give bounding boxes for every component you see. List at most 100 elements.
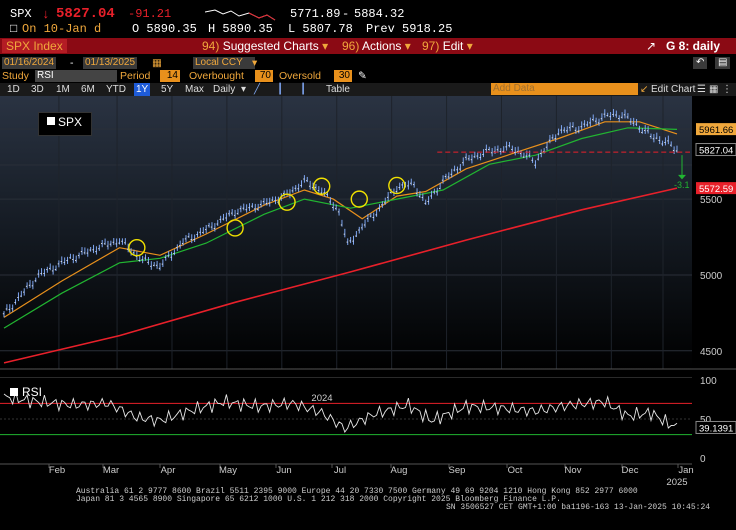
start-date-input[interactable]: 01/16/2024 xyxy=(2,57,57,69)
undo-icon[interactable]: ↶ xyxy=(693,57,708,69)
last-value-box xyxy=(696,182,736,195)
rsi-series-line xyxy=(3,390,678,433)
high-price: H 5890.35 xyxy=(208,22,273,36)
table-button[interactable]: Table xyxy=(326,84,350,95)
period-ytd[interactable]: YTD xyxy=(106,84,126,95)
chart-grid-icon[interactable]: ▦ xyxy=(709,84,719,95)
y-tick-label: 5500 xyxy=(700,195,723,206)
add-data-input[interactable]: Add Data xyxy=(491,83,638,95)
edit-chart-icon[interactable]: ↙ xyxy=(640,84,649,95)
time-axis: Feb Mar Apr May Jun Jul Aug Sep Oct Nov Dec Jan 2024… xyxy=(0,393,694,488)
price-bars xyxy=(2,109,678,318)
last-value-labels: 5961.66 5827.04 5572.59 xyxy=(695,123,736,195)
more-icon[interactable]: ⋮ xyxy=(722,84,732,95)
legend-label: SPX xyxy=(58,115,83,129)
currency-dropdown-icon[interactable]: ▾ xyxy=(252,57,258,69)
edit-menu[interactable]: 97) Edit ▾ xyxy=(422,39,473,53)
expand-icon[interactable]: ↗ xyxy=(646,39,657,53)
last-value-box xyxy=(695,143,736,157)
ticker: SPX xyxy=(10,7,32,21)
sparkline xyxy=(205,9,276,21)
overbought-input[interactable]: 70 xyxy=(255,70,273,82)
calendar-icon[interactable]: ▦ xyxy=(152,57,162,69)
study-row: Study RSI Period 14 Overbought 70 Overso… xyxy=(0,70,736,84)
drawdown-label: -3.1 xyxy=(674,180,690,190)
rsi-tick-label: 100 xyxy=(700,376,717,387)
period-input[interactable]: 14 xyxy=(160,70,180,82)
overbought-label: Overbought xyxy=(189,70,244,82)
rsi-last-box xyxy=(695,420,736,434)
footer: Australia 61 2 9777 8600 Brazil 5511 239… xyxy=(0,486,736,530)
low-price: L 5807.78 xyxy=(288,22,353,36)
prev-close: Prev 5918.25 xyxy=(366,22,453,36)
pencil-icon[interactable]: ✎ xyxy=(358,70,367,82)
range-high: 5884.32 xyxy=(354,7,405,21)
edit-chart-button[interactable]: Edit Chart xyxy=(651,84,696,95)
y-tick-label: 5000 xyxy=(700,271,723,282)
year-label: 2025 xyxy=(666,477,687,488)
legend-label: RSI xyxy=(22,385,43,399)
price-panel-bg xyxy=(0,96,692,369)
date-range-row: 01/16/2024 - 01/13/2025 ▦ Local CCY ▾ ↶ … xyxy=(0,56,736,70)
last-value-label: 5827.04 xyxy=(699,146,733,157)
price-axis: 4500 5000 5500 xyxy=(700,195,723,358)
highlight-circle xyxy=(350,190,368,208)
period-label: Period xyxy=(120,70,151,82)
x-tick-label: Dec xyxy=(622,465,639,476)
oversold-label: Oversold xyxy=(279,70,322,82)
legend-swatch xyxy=(10,388,18,396)
quote-date: On 10-Jan d xyxy=(22,22,102,36)
ma-line-ma50 xyxy=(3,127,678,329)
ma-line-ma20 xyxy=(3,121,678,318)
highlight-circle xyxy=(388,176,406,195)
currency-select[interactable]: Local CCY xyxy=(193,57,255,69)
study-label: Study xyxy=(2,70,29,82)
end-date-input[interactable]: 01/13/2025 xyxy=(83,57,138,69)
moving-averages xyxy=(3,121,678,364)
x-tick-label: Mar xyxy=(103,465,119,476)
study-select[interactable]: RSI xyxy=(35,70,117,82)
legend-rsi[interactable]: RSI xyxy=(10,385,50,399)
actions-menu[interactable]: 96) Actions ▾ xyxy=(342,39,411,53)
period-max[interactable]: Max xyxy=(185,84,204,95)
x-tick-label: Apr xyxy=(161,465,176,476)
range-low: 5771.89 xyxy=(290,7,341,21)
oversold-input[interactable]: 30 xyxy=(334,70,352,82)
chart-options-icon[interactable]: ☰ xyxy=(697,84,706,95)
x-tick-label: May xyxy=(219,465,237,476)
security-field[interactable]: SPX Index xyxy=(2,39,67,53)
rsi-panel-bg xyxy=(0,378,692,464)
last-value-box xyxy=(696,123,736,136)
rsi-axis: 0 50 100 39.1391 xyxy=(695,376,736,465)
period-3d[interactable]: 3D xyxy=(31,84,44,95)
rsi-tick-label: 50 xyxy=(700,415,712,426)
view-label: G 8: daily xyxy=(666,39,721,53)
chart-type-candle-icon[interactable]: ┃ xyxy=(300,84,307,95)
period-6m[interactable]: 6M xyxy=(81,84,95,95)
x-tick-label: Jan xyxy=(678,465,693,476)
chart-settings-icon[interactable]: ▤ xyxy=(715,57,731,69)
rsi-last-label: 39.1391 xyxy=(699,423,733,434)
suggested-charts-menu[interactable]: 94) Suggested Charts ▾ xyxy=(202,39,329,53)
x-tick-label: Nov xyxy=(565,465,582,476)
last-price: 5827.04 xyxy=(56,6,115,22)
period-1m[interactable]: 1M xyxy=(56,84,70,95)
rsi-line xyxy=(3,390,678,433)
chart-type-line-icon[interactable]: ╱ xyxy=(254,84,261,95)
highlight-circle xyxy=(128,238,146,257)
x-tick-label: Sep xyxy=(449,465,466,476)
legend-swatch xyxy=(47,117,55,125)
frequency-dropdown-icon[interactable]: ▾ xyxy=(241,84,247,95)
legend-spx[interactable]: SPX xyxy=(38,112,92,136)
x-tick-label: Jul xyxy=(334,465,346,476)
period-1d[interactable]: 1D xyxy=(7,84,20,95)
frequency-select[interactable]: Daily xyxy=(213,84,236,95)
price-change: -91.21 xyxy=(128,7,172,21)
x-tick-label: Aug xyxy=(391,465,408,476)
chart-type-bar-icon[interactable]: ┃ xyxy=(277,84,284,95)
highlight-circle xyxy=(313,177,331,195)
drawdown-arrowhead xyxy=(678,174,686,180)
period-row: 1D 3D 1M 6M YTD 1Y 5Y Max Daily ▾ ╱ ┃ ┃ … xyxy=(0,83,736,96)
period-5y[interactable]: 5Y xyxy=(161,84,174,95)
period-1y[interactable]: 1Y xyxy=(134,83,151,96)
